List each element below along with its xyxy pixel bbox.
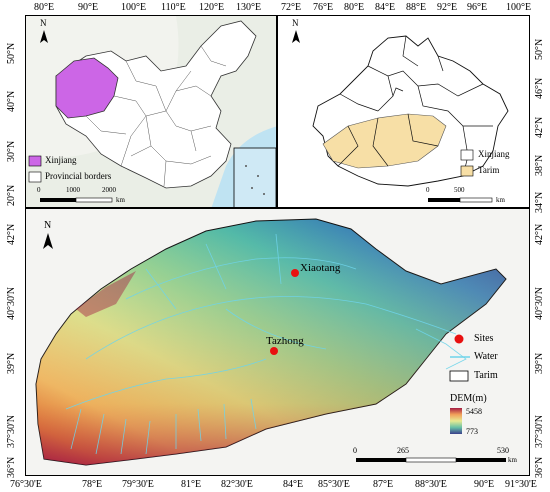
lat-tick: 42°N [534,223,545,245]
lon-tick: 92°E [437,2,458,13]
scale-tick: 0 [37,186,41,194]
site-label-xiaotang: Xiaotang [300,262,341,274]
legend-sites-label: Sites [474,333,494,344]
legend-xinjiang-swatch [28,155,42,167]
lon-tick: 85°30'E [318,479,350,490]
lat-tick: 38°N [534,154,545,176]
scale-tick: 0 [426,186,430,194]
legend-dem-max: 5458 [466,407,482,416]
legend-tarim-swatch [460,165,474,177]
lon-tick: 79°30'E [122,479,154,490]
lat-tick: 36°N [6,456,17,478]
legend-borders-swatch [28,171,42,183]
scale-bar [428,197,493,203]
lat-tick: 46°N [534,77,545,99]
china-map-panel: N Xinjiang Provincial borders 0 1000 200… [25,15,277,208]
legend-tarim-label: Tarim [474,370,498,381]
north-arrow-icon [292,30,300,43]
lat-tick: 37°30'N [6,414,17,448]
lat-tick: 42°N [534,116,545,138]
lon-tick: 100°E [506,2,532,13]
lon-tick: 80°E [344,2,365,13]
lat-tick: 39°N [534,352,545,374]
scale-unit: km [116,196,125,204]
legend-xinjiang-label: Xinjiang [45,155,77,165]
lon-tick: 82°30'E [221,479,253,490]
north-label: N [44,220,52,231]
lat-tick: 40°30'N [6,286,17,320]
scale-tick: 530 [497,446,509,455]
lat-tick: 36°N [534,456,545,478]
legend-xinjiang-label: Xinjiang [478,149,510,159]
scale-tick: 2000 [102,186,116,194]
north-arrow-icon [43,233,53,249]
lat-tick: 40°30'N [534,286,545,320]
lon-tick: 72°E [281,2,302,13]
lon-tick: 81°E [181,479,202,490]
lon-tick: 120°E [199,2,225,13]
lon-tick: 84°E [283,479,304,490]
tarim-region [322,113,447,169]
lon-tick: 80°E [34,2,55,13]
lon-tick: 90°E [474,479,495,490]
lon-tick: 78°E [82,479,103,490]
lat-tick: 34°N [534,191,545,213]
china-map [26,16,276,207]
legend-water-label: Water [474,351,498,362]
scale-tick: 1000 [66,186,80,194]
lat-tick: 50°N [534,38,545,60]
north-label: N [40,18,47,28]
legend-dem-ramp [450,408,462,434]
site-marker-xiaotang [291,269,299,277]
lon-tick: 91°30'E [505,479,537,490]
tarim-dem-map [26,209,529,475]
legend-dem-min: 773 [466,427,478,436]
legend-sites-swatch [454,334,464,344]
lon-tick: 87°E [373,479,394,490]
north-arrow-icon [40,30,48,43]
tarim-map-panel: N Xiaotang Tazhong Sites Water Tarim DEM… [25,208,530,476]
lon-tick: 130°E [236,2,262,13]
water-streams [65,233,467,455]
lon-tick: 84°E [375,2,396,13]
lon-tick: 88°E [406,2,427,13]
lon-tick: 90°E [78,2,99,13]
scale-tick: 0 [353,446,357,455]
scale-unit: km [508,456,517,464]
lat-tick: 20°N [6,184,17,206]
lat-tick: 40°N [6,90,17,112]
scale-tick: 500 [454,186,465,194]
lon-tick: 88°30'E [415,479,447,490]
north-label: N [292,18,299,28]
lon-tick: 76°E [313,2,334,13]
legend-tarim-swatch [449,370,469,382]
scale-unit: km [496,196,505,204]
site-marker-tazhong [270,347,278,355]
lat-tick: 37°30'N [534,414,545,448]
lat-tick: 50°N [6,42,17,64]
legend-xinjiang-swatch [460,149,474,161]
legend-tarim-label: Tarim [478,165,500,175]
lat-tick: 30°N [6,140,17,162]
legend-dem-title: DEM(m) [450,393,487,404]
site-label-tazhong: Tazhong [266,335,304,347]
lat-tick: 39°N [6,352,17,374]
scale-tick: 265 [397,446,409,455]
scale-bar [40,197,113,203]
xinjiang-map-panel: N Xinjiang Tarim 0 500 km [277,15,530,208]
xinjiang-map [278,16,529,207]
lon-tick: 100°E [121,2,147,13]
scale-bar [356,457,506,463]
lat-tick: 42°N [6,223,17,245]
lon-tick: 96°E [467,2,488,13]
lon-tick: 110°E [161,2,186,13]
lon-tick: 76°30'E [10,479,42,490]
legend-borders-label: Provincial borders [45,171,112,181]
